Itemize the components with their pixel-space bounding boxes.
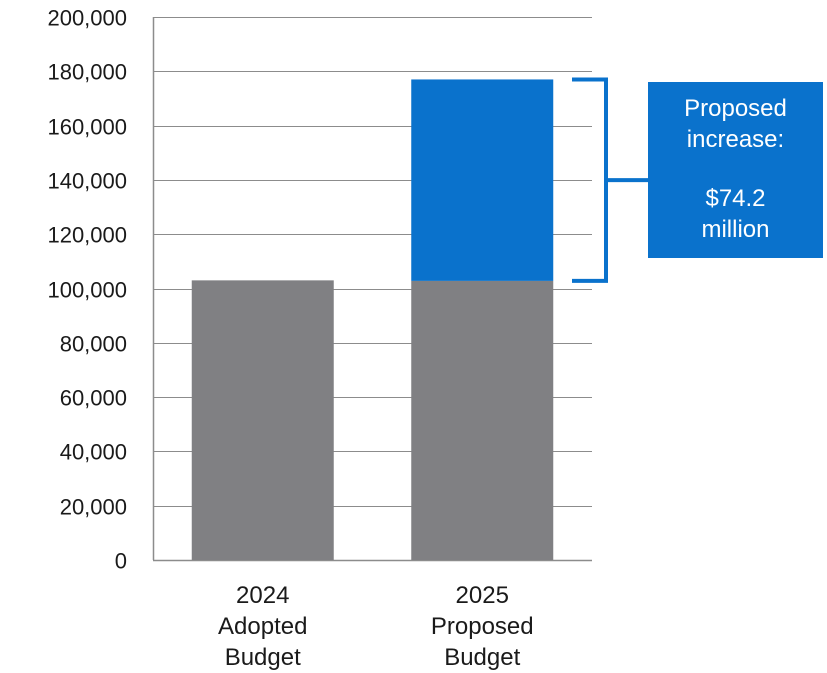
y-tick-label: 60,000 — [60, 386, 127, 411]
y-tick-label: 20,000 — [60, 495, 127, 520]
y-tick-label: 100,000 — [47, 278, 127, 303]
x-category-label: Budget — [444, 644, 520, 671]
y-tick-label: 120,000 — [47, 223, 127, 248]
bar-base-1 — [191, 280, 334, 560]
y-tick-label: 40,000 — [60, 440, 127, 465]
callout-line-2: increase: — [686, 126, 785, 153]
callout-line-1: Proposed — [684, 95, 787, 122]
y-tick-label: 160,000 — [47, 115, 127, 140]
x-category-label: 2024 — [236, 582, 289, 609]
x-category-label: Proposed — [431, 613, 534, 640]
y-tick-label: 140,000 — [47, 169, 127, 194]
callout-line-3: $74.2 — [705, 185, 766, 212]
y-tick-label: 80,000 — [60, 332, 127, 357]
y-tick-label: 180,000 — [47, 60, 127, 85]
y-tick-label: 0 — [115, 549, 127, 574]
x-category-label: Budget — [225, 644, 301, 671]
y-tick-label: 200,000 — [47, 6, 127, 31]
proposed-increase-callout: Proposed increase: $74.2 million — [648, 82, 823, 258]
bar-increase-2 — [411, 79, 554, 281]
callout-line-4: million — [701, 216, 770, 243]
x-category-label: Adopted — [218, 613, 307, 640]
x-category-label: 2025 — [456, 582, 509, 609]
bar-base-2 — [411, 280, 554, 560]
